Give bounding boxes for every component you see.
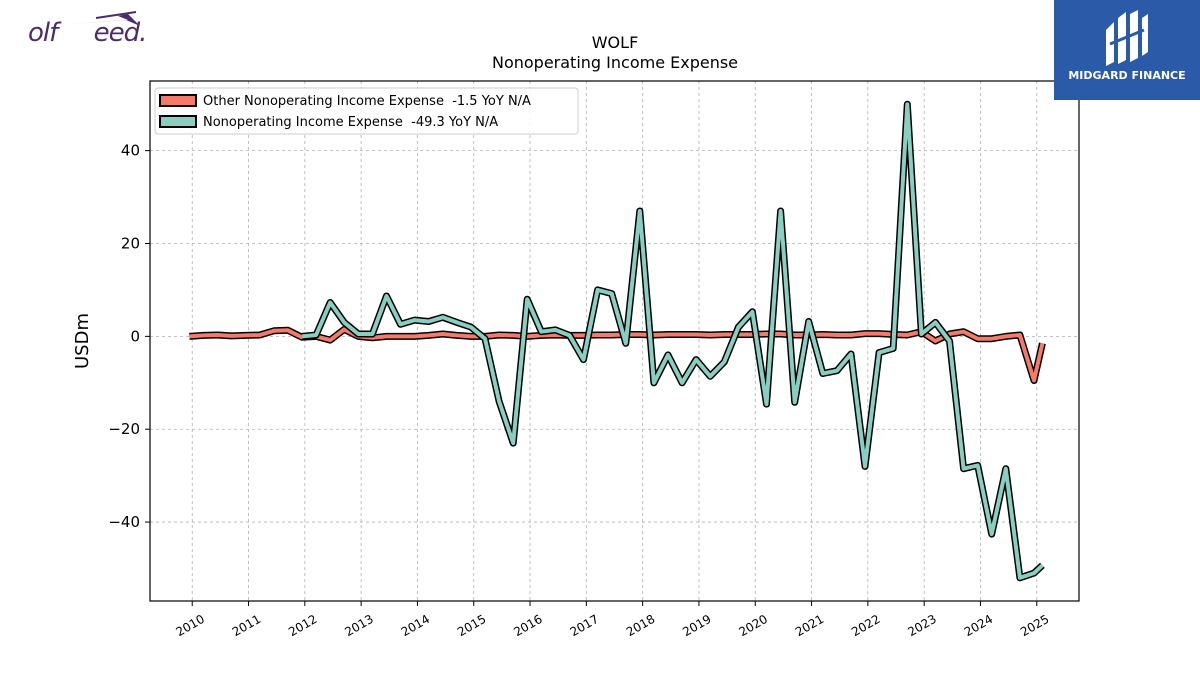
midgard-finance-logo: MIDGARD FINANCE [1054,0,1200,100]
y-tick-label: −40 [108,513,140,531]
legend: Other Nonoperating Income Expense -1.5 Y… [154,87,579,135]
series-line-0 [189,327,1045,383]
chart-title: WOLF [592,33,639,52]
y-axis-label: USDm [72,313,93,369]
y-tick-label: −20 [108,420,140,438]
arrow-icon [68,11,140,26]
y-tick-label: 20 [121,235,140,253]
y-tick-label: 40 [121,142,140,160]
midgard-wordmark: MIDGARD FINANCE [1068,69,1186,82]
series-group [189,100,1046,582]
midgard-emblem-icon [1106,10,1148,66]
legend-label-nonop: Nonoperating Income Expense -49.3 YoY N/… [203,115,498,130]
logo-wordmark: olf eed. [28,18,147,48]
series-line-1 [301,102,1044,580]
wolfpack-logo: olf eed. [28,8,158,52]
y-tick-label: 0 [130,327,140,345]
legend-swatch-other [159,94,197,107]
plot-frame [149,80,1080,602]
legend-swatch-nonop [159,115,197,128]
chart-subtitle: Nonoperating Income Expense [492,53,738,72]
legend-label-other: Other Nonoperating Income Expense -1.5 Y… [203,94,531,109]
legend-box [154,87,579,135]
